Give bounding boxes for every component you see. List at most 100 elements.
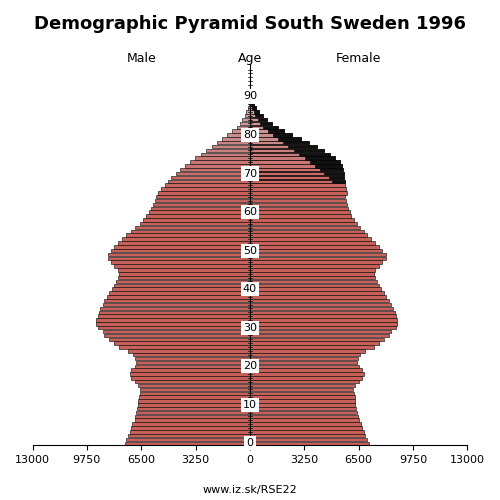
Bar [104, 334, 250, 337]
Bar [126, 234, 250, 237]
Text: www.iz.sk/RSE22: www.iz.sk/RSE22 [202, 485, 298, 495]
Bar [250, 118, 267, 122]
Bar [250, 430, 364, 434]
Bar [236, 126, 250, 129]
Bar [124, 442, 250, 445]
Bar [250, 172, 344, 176]
Bar [250, 326, 396, 330]
Bar [250, 407, 356, 410]
Bar [250, 156, 336, 160]
Bar [250, 141, 310, 144]
Bar [250, 168, 320, 172]
Bar [136, 226, 250, 230]
Bar [250, 403, 356, 406]
Bar [168, 180, 250, 183]
Bar [250, 360, 357, 364]
Bar [250, 438, 367, 441]
Bar [153, 202, 250, 206]
Bar [228, 134, 250, 137]
Bar [250, 238, 372, 241]
Bar [146, 214, 250, 218]
Bar [250, 156, 305, 160]
Bar [250, 126, 264, 129]
Bar [200, 152, 250, 156]
Bar [250, 310, 394, 314]
Bar [250, 318, 397, 322]
Bar [250, 110, 259, 114]
Bar [250, 106, 256, 110]
Text: 30: 30 [243, 322, 257, 332]
Bar [96, 322, 250, 326]
Bar [250, 187, 346, 190]
Bar [250, 284, 379, 287]
Bar [250, 195, 346, 198]
Bar [98, 314, 250, 318]
Bar [250, 164, 342, 168]
Bar [244, 114, 250, 117]
Bar [250, 137, 278, 140]
Bar [242, 118, 250, 122]
Text: Male: Male [126, 52, 156, 65]
Bar [131, 230, 250, 233]
Bar [152, 206, 250, 210]
Bar [250, 152, 330, 156]
Bar [126, 438, 250, 441]
Bar [250, 230, 364, 233]
Bar [104, 299, 250, 302]
Bar [250, 414, 358, 418]
Bar [108, 253, 250, 256]
Bar [176, 172, 250, 176]
Bar [98, 310, 250, 314]
Bar [212, 145, 250, 148]
Bar [250, 106, 256, 110]
Bar [108, 256, 250, 260]
Bar [250, 330, 390, 334]
Bar [131, 368, 250, 372]
Bar [140, 392, 250, 395]
Bar [131, 376, 250, 380]
Bar [250, 148, 294, 152]
Bar [250, 137, 301, 140]
Bar [136, 414, 250, 418]
Bar [250, 349, 366, 352]
Bar [250, 130, 268, 133]
Bar [250, 114, 256, 117]
Bar [250, 102, 254, 106]
Bar [250, 434, 366, 438]
Bar [250, 130, 284, 133]
Bar [248, 106, 250, 110]
Bar [250, 148, 324, 152]
Bar [250, 184, 346, 187]
Bar [250, 226, 360, 230]
Bar [250, 172, 324, 176]
Bar [250, 180, 344, 183]
Bar [250, 130, 284, 133]
Bar [130, 372, 250, 376]
Bar [250, 256, 386, 260]
Bar [250, 118, 267, 122]
Bar [131, 426, 250, 430]
Bar [206, 148, 250, 152]
Bar [250, 202, 347, 206]
Bar [250, 126, 278, 129]
Bar [250, 160, 340, 164]
Text: 60: 60 [243, 207, 257, 217]
Bar [140, 222, 250, 226]
Bar [250, 106, 252, 110]
Bar [250, 110, 254, 114]
Bar [114, 342, 250, 345]
Bar [250, 102, 252, 106]
Bar [140, 388, 250, 391]
Bar [250, 156, 336, 160]
Bar [250, 292, 384, 295]
Bar [250, 380, 358, 384]
Bar [250, 411, 357, 414]
Text: 20: 20 [243, 362, 257, 372]
Bar [184, 164, 250, 168]
Bar [250, 126, 278, 129]
Text: 0: 0 [246, 438, 254, 448]
Bar [149, 210, 250, 214]
Bar [250, 222, 357, 226]
Text: 70: 70 [243, 168, 257, 178]
Bar [250, 306, 393, 310]
